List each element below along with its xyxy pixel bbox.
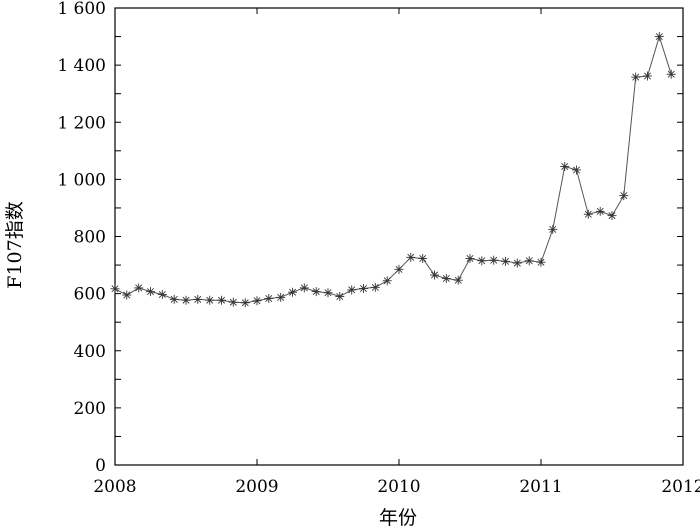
data-point [536, 257, 546, 267]
data-point [441, 273, 451, 283]
data-point [619, 191, 629, 201]
data-point [560, 162, 570, 172]
data-point [359, 283, 368, 293]
x-tick-label: 2008 [93, 477, 136, 497]
data-point [169, 294, 179, 304]
data-point [146, 287, 155, 297]
data-point [205, 295, 215, 305]
y-tick-label: 600 [74, 285, 106, 305]
data-point [181, 295, 191, 305]
y-axis-title: F107指数 [4, 201, 26, 288]
data-point [666, 69, 676, 79]
data-point [240, 298, 250, 308]
data-point [193, 294, 203, 304]
y-tick-label: 1 600 [57, 0, 106, 19]
plot-frame [114, 7, 684, 466]
data-point [583, 209, 593, 219]
data-point [465, 253, 475, 263]
data-point [406, 252, 416, 262]
series-line [114, 34, 672, 304]
x-tick-label: 2011 [519, 477, 562, 497]
data-point [501, 256, 510, 266]
x-tick-label: 2012 [661, 477, 700, 497]
data-point [643, 71, 652, 81]
data-point [335, 291, 345, 301]
data-point [607, 211, 617, 221]
data-point [512, 258, 522, 268]
data-point [323, 288, 333, 298]
y-tick-label: 1 400 [57, 56, 106, 76]
y-tick-label: 0 [95, 456, 106, 476]
data-point [311, 287, 321, 297]
x-tick-label: 2010 [377, 477, 420, 497]
data-point [524, 256, 534, 266]
data-point [347, 285, 357, 295]
data-point [477, 256, 487, 266]
data-point [595, 206, 605, 216]
data-point [654, 32, 664, 42]
data-point [418, 253, 428, 263]
data-point [430, 270, 439, 280]
y-tick-label: 1 000 [57, 170, 106, 190]
data-point [122, 290, 132, 300]
data-point [489, 255, 499, 265]
y-tick-label: 1 200 [57, 113, 106, 133]
data-point [252, 296, 262, 306]
data-point [228, 297, 238, 307]
data-point [370, 282, 380, 292]
y-tick-label: 400 [74, 342, 106, 362]
data-point [299, 283, 309, 293]
plot-area: 0 200 400 600 800 1 000 1 200 1 400 1 600 2008 200… [57, 0, 700, 497]
y-tick-label: 200 [74, 399, 106, 419]
data-point [217, 295, 226, 305]
data-point [631, 72, 641, 82]
data-point [548, 224, 558, 234]
y-tick-label: 800 [74, 228, 106, 248]
data-point [264, 293, 274, 303]
x-axis-title: 年份 [379, 507, 417, 529]
data-point [453, 275, 463, 285]
data-point [276, 292, 286, 302]
x-tick-label: 2009 [235, 477, 278, 497]
data-point [394, 264, 404, 274]
data-point [157, 289, 167, 299]
data-point [134, 283, 144, 293]
data-point [288, 287, 297, 297]
data-point [110, 284, 120, 294]
data-point [572, 165, 581, 175]
data-point [382, 276, 392, 286]
